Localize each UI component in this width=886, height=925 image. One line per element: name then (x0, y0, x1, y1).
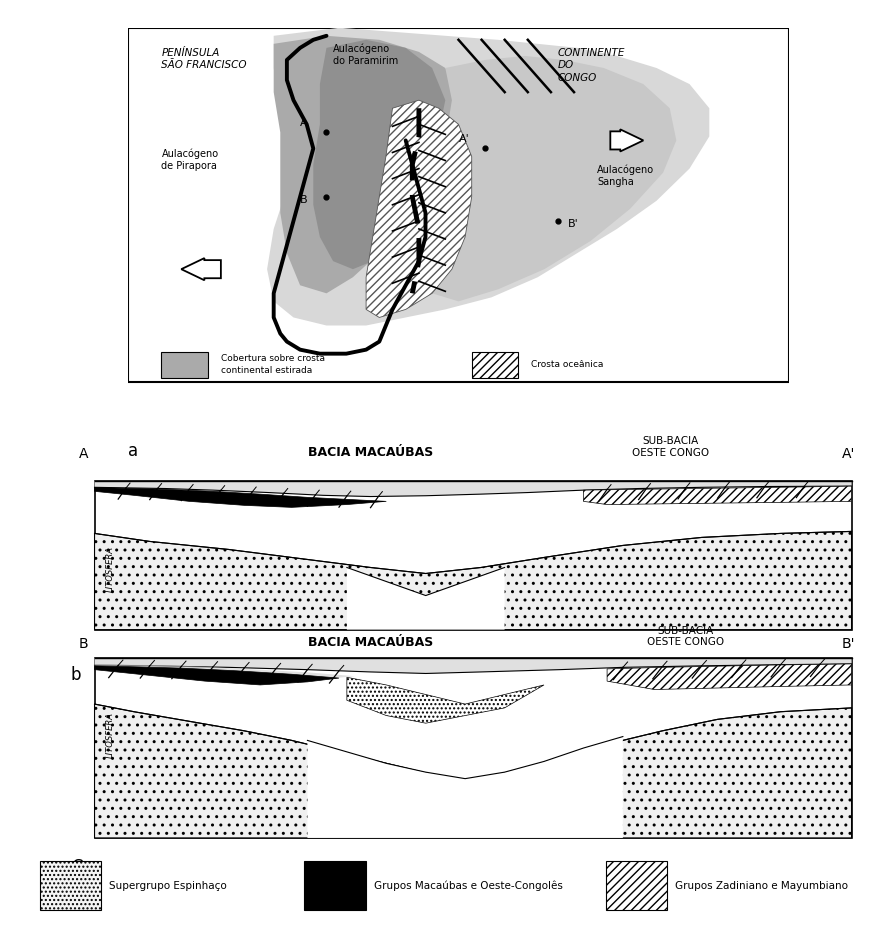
Polygon shape (346, 677, 544, 723)
Text: LITOSFERA: LITOSFERA (105, 547, 115, 593)
Bar (606, 861, 667, 910)
Bar (40, 861, 101, 910)
Text: SUB-BACIA
OESTE CONGO: SUB-BACIA OESTE CONGO (648, 626, 725, 647)
Polygon shape (95, 666, 339, 684)
Text: Cobertura sobre crosta
continental estirada: Cobertura sobre crosta continental estir… (221, 354, 325, 375)
Bar (305, 861, 366, 910)
Text: BACIA MACAÚBAS: BACIA MACAÚBAS (308, 446, 433, 460)
Polygon shape (346, 567, 504, 630)
Text: Grupos Zadiniano e Mayumbiano: Grupos Zadiniano e Mayumbiano (675, 881, 848, 891)
Text: Grupos Macaúbas e Oeste-Congolês: Grupos Macaúbas e Oeste-Congolês (374, 881, 563, 891)
Text: LITOSFERA: LITOSFERA (105, 711, 115, 758)
Text: B': B' (842, 636, 856, 650)
Text: Aulacógeno
de Pirapora: Aulacógeno de Pirapora (161, 148, 219, 170)
Text: B: B (300, 195, 307, 204)
Text: CONTINENTE
DO
CONGO: CONTINENTE DO CONGO (557, 48, 625, 82)
Text: B: B (79, 636, 89, 650)
Polygon shape (95, 704, 851, 838)
Polygon shape (95, 659, 851, 673)
Text: C: C (71, 857, 82, 876)
Text: A: A (300, 118, 307, 129)
Text: Aulacógeno
Sangha: Aulacógeno Sangha (597, 165, 654, 187)
Text: ASTENOSFERA: ASTENOSFERA (430, 825, 501, 835)
Polygon shape (366, 100, 471, 317)
Text: BACIA MACAÚBAS: BACIA MACAÚBAS (308, 635, 433, 648)
Polygon shape (95, 531, 851, 630)
Bar (128, 28, 789, 382)
Polygon shape (267, 28, 710, 326)
Text: A': A' (842, 448, 856, 462)
Text: Aulacógeno
do Paramirim: Aulacógeno do Paramirim (333, 43, 399, 66)
Polygon shape (314, 40, 446, 269)
FancyArrow shape (182, 258, 221, 280)
Polygon shape (583, 487, 851, 504)
Text: SUB-BACIA
OESTE CONGO: SUB-BACIA OESTE CONGO (632, 437, 709, 458)
Text: a: a (128, 442, 138, 461)
Text: b: b (71, 666, 82, 684)
Text: B': B' (567, 219, 579, 228)
Polygon shape (307, 736, 623, 838)
Bar (95, 481, 851, 630)
FancyArrow shape (610, 130, 643, 152)
Text: A: A (79, 448, 89, 462)
Text: Crosta oceânica: Crosta oceânica (531, 360, 603, 369)
Polygon shape (95, 664, 354, 682)
Bar (471, 352, 518, 377)
Text: PENÍNSULA
SÃO FRANCISCO: PENÍNSULA SÃO FRANCISCO (161, 48, 247, 70)
Text: A': A' (459, 134, 470, 144)
Polygon shape (274, 36, 459, 293)
Bar (161, 352, 207, 377)
Polygon shape (95, 481, 851, 497)
Polygon shape (95, 487, 386, 507)
Polygon shape (607, 664, 851, 689)
Polygon shape (432, 56, 676, 302)
Text: Supergrupo Espinhaço: Supergrupo Espinhaço (109, 881, 227, 891)
